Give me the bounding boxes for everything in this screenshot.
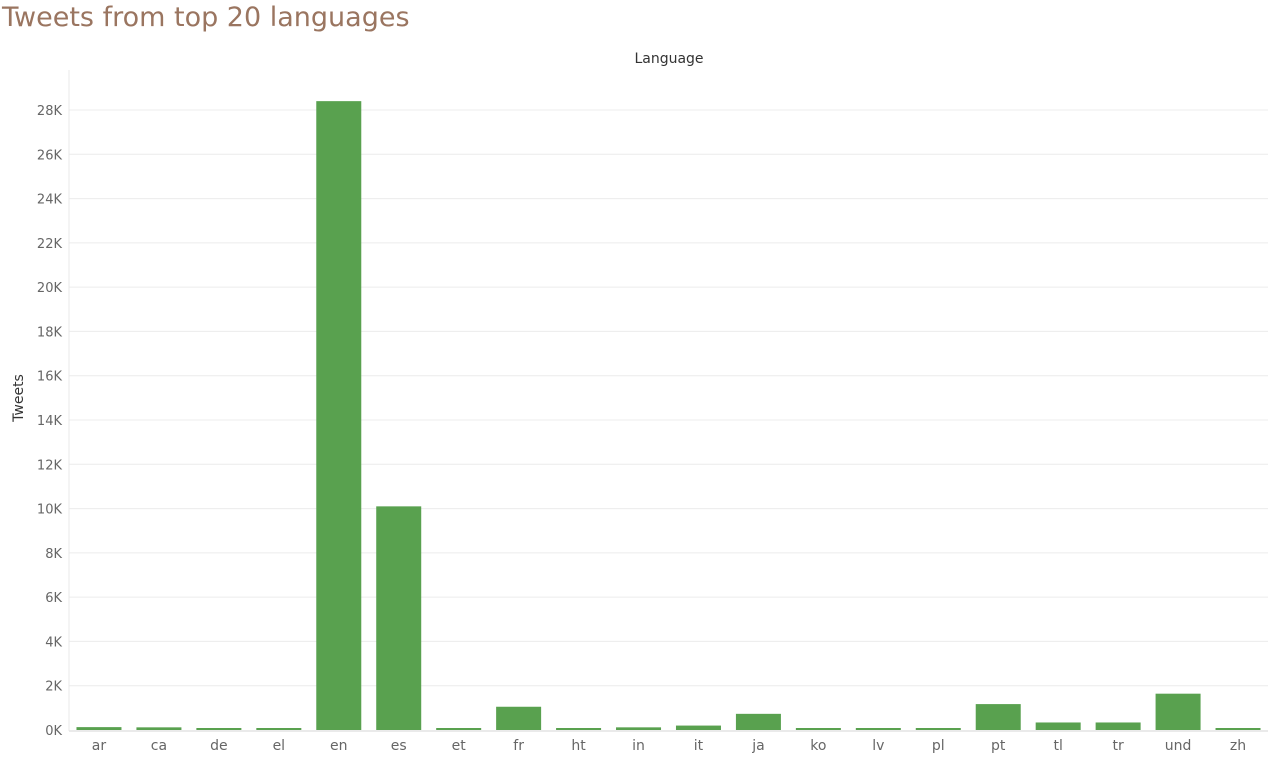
y-tick-label: 0K — [45, 724, 62, 739]
y-tick-label: 18K — [37, 325, 63, 340]
x-axis-ticks: ar ca de el en es et fr ht in it ja ko lv pl pt tl tr und z… — [92, 738, 1246, 754]
x-tick-label: de — [210, 738, 228, 754]
y-tick-label: 24K — [37, 193, 63, 208]
y-axis-ticks: 0K 2K 4K 6K 8K 10K 12K 14K 16K 18K 20K 22K 24K 26K 28K — [37, 104, 63, 739]
bar-ca[interactable] — [136, 727, 182, 730]
y-tick-label: 8K — [45, 547, 62, 562]
bar-ht[interactable] — [556, 728, 602, 730]
y-tick-label: 20K — [37, 281, 63, 296]
bar-ja[interactable] — [735, 713, 781, 730]
bar-tl[interactable] — [1035, 722, 1081, 730]
x-tick-label: ar — [92, 738, 107, 754]
bar-und[interactable] — [1155, 693, 1201, 730]
x-tick-label: zh — [1230, 738, 1246, 754]
bar-ko[interactable] — [795, 728, 841, 730]
x-tick-label: pl — [932, 738, 945, 754]
x-tick-label: ko — [810, 738, 826, 754]
x-tick-label: ht — [571, 738, 586, 754]
x-tick-label: el — [273, 738, 286, 754]
y-tick-label: 16K — [37, 370, 63, 385]
gridlines — [69, 109, 1268, 687]
bar-fr[interactable] — [496, 706, 542, 730]
y-tick-label: 14K — [37, 414, 63, 429]
y-tick-label: 2K — [45, 680, 62, 695]
y-tick-label: 10K — [37, 503, 63, 518]
x-tick-label: tl — [1053, 738, 1062, 754]
bar-in[interactable] — [616, 727, 662, 730]
x-tick-label: in — [632, 738, 645, 754]
x-axis-title: Language — [634, 51, 703, 67]
x-tick-label: ca — [151, 738, 167, 754]
x-tick-label: es — [391, 738, 407, 754]
chart-title: Tweets from top 20 languages — [2, 2, 410, 33]
x-tick-label: et — [452, 738, 467, 754]
bar-es[interactable] — [376, 506, 422, 730]
bar-pl[interactable] — [915, 728, 961, 730]
y-tick-label: 28K — [37, 104, 63, 119]
bar-zh[interactable] — [1215, 728, 1261, 730]
x-tick-label: tr — [1113, 738, 1124, 754]
bar-en[interactable] — [316, 101, 362, 730]
bar-de[interactable] — [196, 728, 242, 730]
bar-ar[interactable] — [76, 727, 122, 730]
y-tick-label: 22K — [37, 237, 63, 252]
x-tick-label: en — [330, 738, 348, 754]
x-tick-label: lv — [872, 738, 884, 754]
bar-it[interactable] — [675, 725, 721, 730]
bar-lv[interactable] — [855, 728, 901, 730]
bar-pt[interactable] — [975, 704, 1021, 730]
bar-et[interactable] — [436, 728, 482, 730]
x-tick-label: pt — [991, 738, 1006, 754]
x-tick-label: fr — [513, 738, 524, 754]
x-tick-label: und — [1165, 738, 1192, 754]
bar-el[interactable] — [256, 728, 302, 730]
y-axis-title: Tweets — [11, 374, 27, 423]
y-tick-label: 26K — [37, 148, 63, 163]
y-tick-label: 4K — [45, 635, 62, 650]
x-tick-label: it — [694, 738, 704, 754]
x-tick-label: ja — [751, 738, 764, 754]
y-tick-label: 6K — [45, 591, 62, 606]
y-tick-label: 12K — [37, 458, 63, 473]
bars — [76, 101, 1261, 730]
bar-tr[interactable] — [1095, 722, 1141, 730]
